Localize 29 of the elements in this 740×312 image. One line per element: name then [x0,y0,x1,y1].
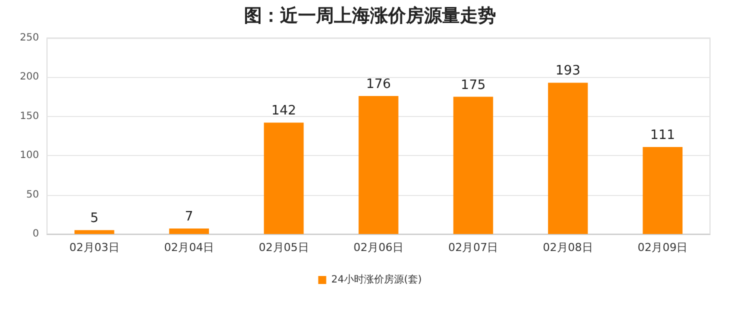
x-tick-label: 02月05日 [258,241,309,254]
x-tick-label: 02月06日 [354,241,404,254]
bar [74,230,114,234]
bar [642,146,683,234]
bar [453,96,494,234]
data-label: 142 [271,104,296,119]
y-tick-label: 250 [20,32,39,44]
x-tick-label: 02月03日 [69,241,120,254]
data-label: 111 [650,128,676,143]
y-tick-label: 100 [20,150,39,162]
data-label: 193 [556,64,580,79]
bar [169,228,209,234]
chart-title: 图：近一周上海涨价房源量走势 [244,6,496,26]
bar [548,82,588,234]
data-label: 175 [460,78,486,93]
y-tick-label: 50 [26,189,39,200]
data-label: 5 [90,211,98,226]
y-tick-label: 150 [20,110,39,122]
y-tick-label: 0 [32,228,39,240]
x-tick-label: 02月09日 [638,241,688,254]
bar [264,122,304,234]
x-tick-label: 02月04日 [164,241,214,254]
bar [358,96,398,234]
x-tick-label: 02月08日 [542,241,593,254]
legend-label: 24小时涨价房源(套) [331,274,422,286]
data-label: 7 [184,210,194,225]
data-label: 176 [366,77,391,92]
x-tick-label: 02月07日 [448,241,498,254]
y-tick-label: 200 [20,72,39,83]
